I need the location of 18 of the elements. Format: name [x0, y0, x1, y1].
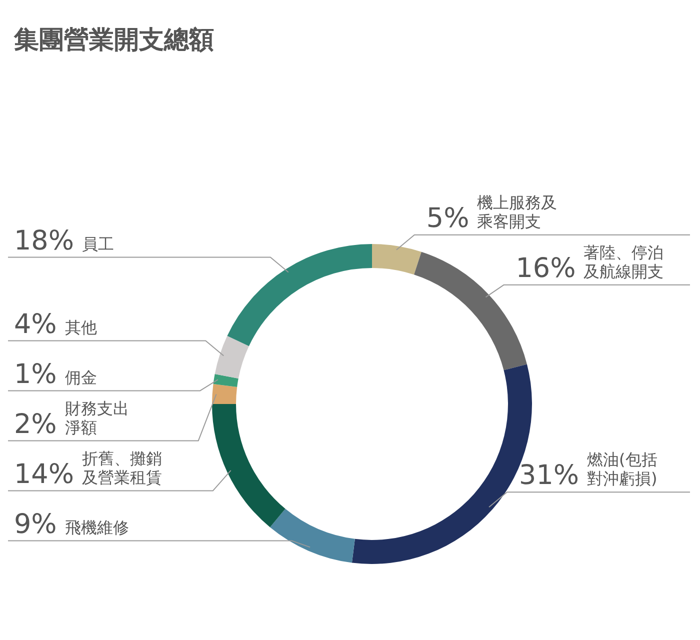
data-label: 4% [14, 308, 57, 340]
slice-label: 其他 [64, 318, 97, 337]
data-label: 16% [516, 252, 576, 284]
slice-label: 折舊、攤銷及營業租賃 [82, 448, 162, 487]
chart-title: 集團營業開支總額 [13, 25, 214, 54]
data-label: 18% [14, 225, 74, 256]
data-label: 31% [519, 460, 580, 492]
data-label: 2% [14, 408, 57, 440]
slice-label: 機上服務及乘客開支 [477, 192, 558, 231]
slice-label: 佣金 [64, 368, 97, 387]
slice-label: 燃油(包括對沖虧損) [587, 450, 658, 488]
data-label: 9% [14, 508, 57, 540]
slice-label: 財務支出淨額 [64, 398, 129, 437]
slice-label: 飛機維修 [64, 518, 129, 537]
data-label: 14% [14, 458, 74, 490]
data-label: 5% [426, 202, 470, 234]
data-label: 1% [14, 358, 57, 390]
slice-label: 員工 [82, 234, 114, 254]
